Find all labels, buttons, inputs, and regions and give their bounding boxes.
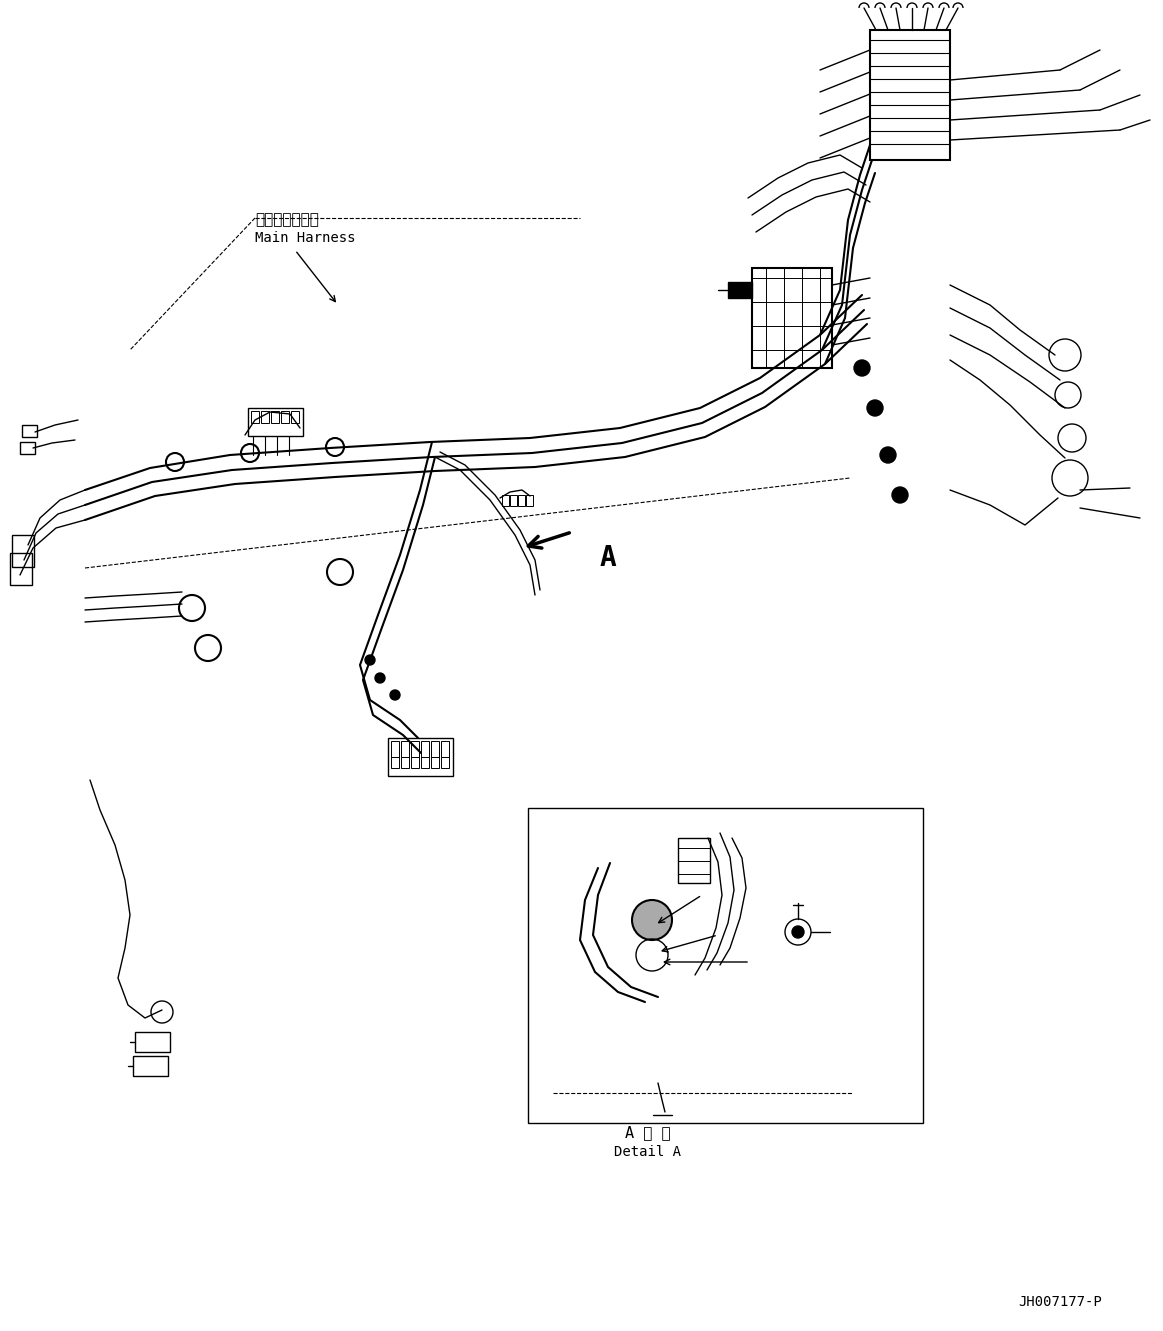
Circle shape <box>374 673 385 683</box>
Bar <box>281 411 288 423</box>
Bar <box>411 757 419 768</box>
Bar <box>752 268 832 367</box>
Circle shape <box>390 689 400 700</box>
Bar <box>431 741 438 757</box>
Bar <box>391 757 399 768</box>
Bar <box>431 757 438 768</box>
Bar <box>401 757 409 768</box>
Bar <box>518 495 525 506</box>
Bar <box>251 411 259 423</box>
Bar <box>248 409 304 437</box>
Circle shape <box>892 487 908 503</box>
Bar <box>511 495 518 506</box>
Bar <box>10 552 33 586</box>
Bar <box>401 741 409 757</box>
Text: JH007177-P: JH007177-P <box>1018 1295 1101 1308</box>
Circle shape <box>632 900 672 940</box>
Circle shape <box>880 447 896 463</box>
Circle shape <box>866 401 883 417</box>
Bar <box>528 808 923 1123</box>
Bar <box>388 737 454 776</box>
Bar <box>441 741 449 757</box>
Bar <box>135 1032 170 1051</box>
Text: メインハーネス: メインハーネス <box>255 213 319 228</box>
Bar <box>291 411 299 423</box>
Bar <box>22 425 37 437</box>
Bar <box>20 442 35 454</box>
Bar <box>133 1055 167 1075</box>
Text: Detail A: Detail A <box>614 1145 682 1159</box>
Text: A: A <box>600 544 616 572</box>
Bar <box>441 757 449 768</box>
Text: A 詳 細: A 詳 細 <box>626 1126 671 1141</box>
Bar <box>391 741 399 757</box>
Bar <box>728 282 752 298</box>
Bar <box>870 31 950 160</box>
Bar <box>502 495 509 506</box>
Circle shape <box>365 655 374 666</box>
Bar <box>526 495 533 506</box>
Bar <box>12 535 34 567</box>
Circle shape <box>854 359 870 375</box>
Circle shape <box>792 926 804 938</box>
Bar <box>421 741 429 757</box>
Bar <box>678 839 709 882</box>
Text: Main Harness: Main Harness <box>255 232 356 245</box>
Bar <box>411 741 419 757</box>
Bar <box>421 757 429 768</box>
Bar <box>271 411 279 423</box>
Bar <box>261 411 269 423</box>
